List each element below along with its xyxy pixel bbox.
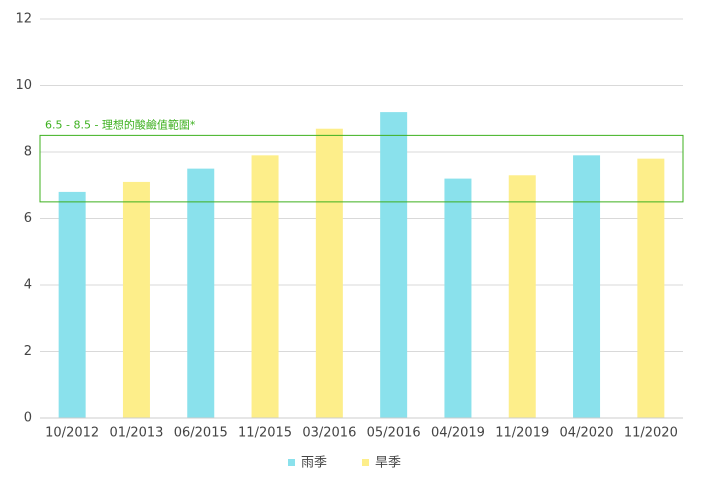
legend-swatch [362,459,369,466]
bar [187,168,215,418]
x-tick-label: 03/2016 [302,426,356,441]
bar [508,175,536,418]
x-tick-label: 11/2020 [624,426,678,441]
y-tick-label: 10 [15,78,32,93]
x-tick-label: 04/2020 [560,426,614,441]
x-tick-label: 01/2013 [109,426,163,441]
y-tick-label: 8 [24,145,32,160]
x-tick-label: 06/2015 [174,426,228,441]
x-tick-label: 10/2012 [45,426,99,441]
bar [573,155,601,418]
bar [637,158,665,418]
bar [315,128,343,418]
bar [251,155,279,418]
bar [380,112,408,418]
x-tick-label: 11/2015 [238,426,292,441]
annotation-label: 6.5 - 8.5 - 理想的酸鹼值範圍* [45,117,196,131]
y-tick-label: 0 [24,411,32,426]
y-tick-label: 4 [24,278,32,293]
bar [444,178,472,418]
x-tick-label: 04/2019 [431,426,485,441]
legend-label: 雨季 [301,456,327,471]
y-tick-label: 2 [24,344,32,359]
y-tick-label: 6 [24,211,32,226]
bar [58,191,86,418]
y-tick-label: 12 [15,12,32,27]
annotation-band [39,134,684,203]
x-tick-label: 05/2016 [367,426,421,441]
x-tick-label: 11/2019 [495,426,549,441]
bar [122,181,150,418]
legend-swatch [288,459,295,466]
legend-label: 旱季 [375,456,401,471]
